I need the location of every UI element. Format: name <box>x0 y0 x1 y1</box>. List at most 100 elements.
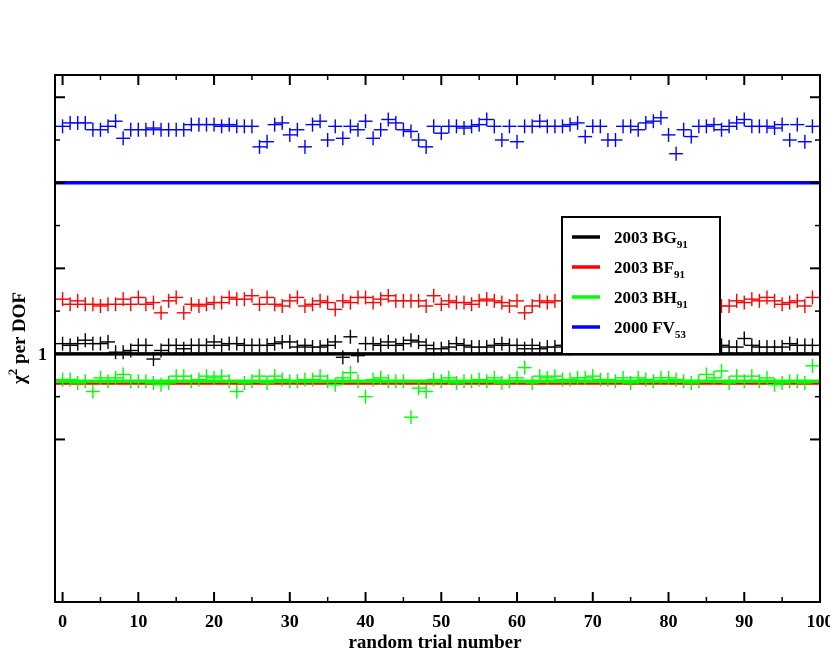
plus-marker <box>639 116 653 130</box>
plus-marker <box>790 374 804 388</box>
plus-marker <box>730 116 744 130</box>
plus-marker <box>699 367 713 381</box>
plus-marker <box>184 297 198 311</box>
plus-marker <box>366 337 380 351</box>
plus-marker <box>268 297 282 311</box>
plus-marker <box>646 374 660 388</box>
plus-marker <box>396 123 410 137</box>
legend-label-subscript: 91 <box>677 239 688 251</box>
plus-marker <box>722 119 736 133</box>
plus-marker <box>692 374 706 388</box>
plus-marker <box>222 118 236 132</box>
plus-marker <box>745 292 759 306</box>
plus-marker <box>760 119 774 133</box>
plus-marker <box>752 294 766 308</box>
plus-marker <box>396 374 410 388</box>
plus-marker <box>571 116 585 130</box>
y-tick-label: 1 <box>38 344 47 364</box>
plus-marker <box>260 376 274 390</box>
plus-marker <box>790 118 804 132</box>
plus-marker <box>56 119 70 133</box>
plus-marker <box>722 376 736 390</box>
plus-marker <box>480 374 494 388</box>
plus-marker <box>449 119 463 133</box>
plus-marker <box>139 374 153 388</box>
plus-marker <box>328 335 342 349</box>
plus-marker <box>472 294 486 308</box>
plus-marker <box>359 390 373 404</box>
plus-marker <box>396 337 410 351</box>
plus-marker <box>207 335 221 349</box>
plus-marker <box>775 376 789 390</box>
plus-marker <box>578 130 592 144</box>
plus-marker <box>434 126 448 140</box>
plus-marker <box>139 338 153 352</box>
plus-marker <box>146 296 160 310</box>
plus-marker <box>465 119 479 133</box>
plus-marker <box>351 123 365 137</box>
plus-marker <box>487 119 501 133</box>
plus-marker <box>290 290 304 304</box>
plus-marker <box>177 306 191 320</box>
plus-marker <box>608 374 622 388</box>
legend-label-subscript: 91 <box>677 299 688 311</box>
plus-marker <box>139 297 153 311</box>
plus-marker <box>737 112 751 126</box>
plus-marker <box>306 118 320 132</box>
plus-marker <box>404 333 418 347</box>
plus-marker <box>654 111 668 125</box>
legend-label-base: 2003 BF <box>614 258 674 277</box>
plus-marker <box>805 290 819 304</box>
plus-marker <box>457 121 471 135</box>
plus-marker <box>139 123 153 137</box>
plus-marker <box>78 333 92 347</box>
plus-marker <box>290 374 304 388</box>
x-tick-label: 40 <box>357 611 375 631</box>
plus-marker <box>336 294 350 308</box>
y-axis-label-rest: per DOF <box>9 292 30 369</box>
plus-marker <box>805 359 819 373</box>
plus-marker <box>321 338 335 352</box>
plus-marker <box>93 123 107 137</box>
plus-marker <box>381 335 395 349</box>
plus-marker <box>199 338 213 352</box>
plus-marker <box>798 135 812 149</box>
x-tick-label: 80 <box>660 611 678 631</box>
plus-marker <box>737 296 751 310</box>
plus-marker <box>199 297 213 311</box>
legend-label-subscript: 91 <box>674 269 685 281</box>
plus-marker <box>253 297 267 311</box>
plus-marker <box>275 116 289 130</box>
x-tick-label: 30 <box>281 611 299 631</box>
plus-marker <box>351 374 365 388</box>
plus-marker <box>419 385 433 399</box>
plus-marker <box>563 118 577 132</box>
plus-marker <box>101 335 115 349</box>
plus-marker <box>374 338 388 352</box>
plus-marker <box>146 121 160 135</box>
plus-marker <box>351 349 365 363</box>
plus-marker <box>525 376 539 390</box>
plus-marker <box>684 130 698 144</box>
x-tick-label: 20 <box>205 611 223 631</box>
plus-marker <box>775 340 789 354</box>
plus-marker <box>260 338 274 352</box>
plus-marker <box>116 131 130 145</box>
plus-marker <box>343 119 357 133</box>
x-tick-label: 50 <box>432 611 450 631</box>
plus-marker <box>412 335 426 349</box>
plus-marker <box>215 338 229 352</box>
plus-marker <box>169 290 183 304</box>
plus-marker <box>71 294 85 308</box>
plus-marker <box>63 338 77 352</box>
legend-label-base: 2003 BH <box>614 288 677 307</box>
plus-marker <box>56 337 70 351</box>
plus-marker <box>427 289 441 303</box>
plus-marker <box>359 114 373 128</box>
plus-marker <box>328 119 342 133</box>
plus-marker <box>86 385 100 399</box>
plus-marker <box>510 338 524 352</box>
plus-marker <box>215 119 229 133</box>
plus-marker <box>480 340 494 354</box>
